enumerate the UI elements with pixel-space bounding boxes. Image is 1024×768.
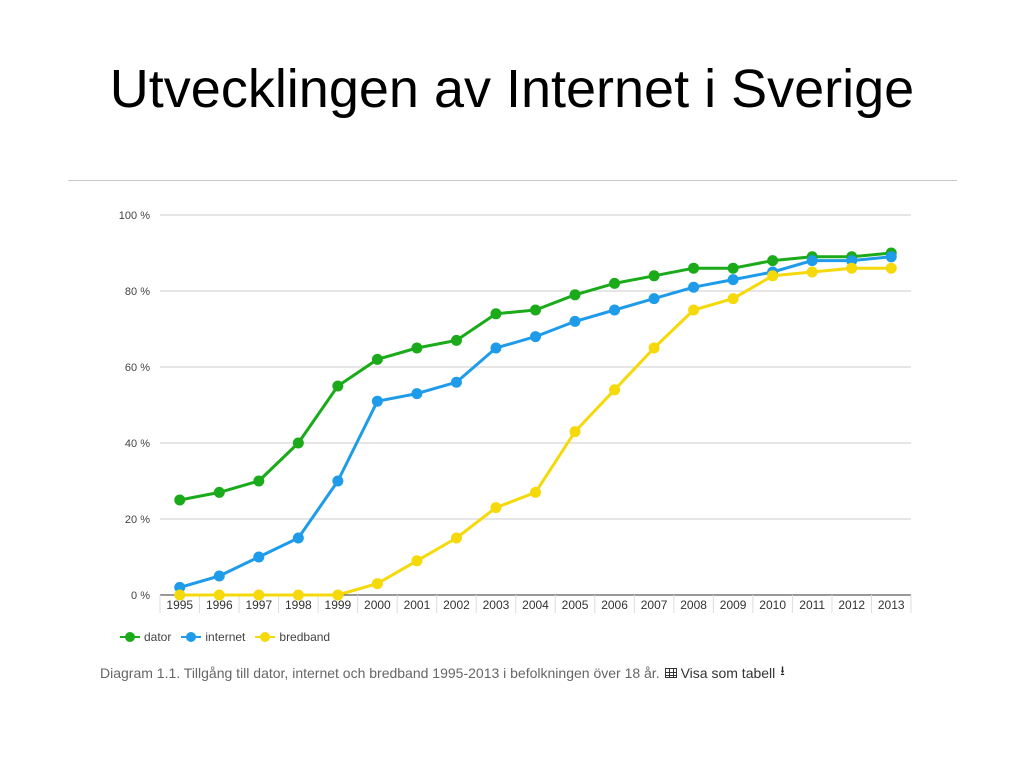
data-point-bredband	[332, 589, 344, 601]
x-tick-label: 2011	[799, 598, 825, 612]
data-point-bredband	[609, 384, 621, 396]
y-tick-label: 40 %	[125, 438, 150, 450]
data-point-dator	[213, 486, 225, 498]
data-point-bredband	[767, 270, 779, 282]
data-point-internet	[648, 293, 660, 305]
x-tick-label: 2006	[601, 598, 628, 612]
data-point-internet	[371, 395, 383, 407]
x-tick-label: 2009	[720, 598, 747, 612]
data-point-internet	[253, 551, 265, 563]
legend-item-dator[interactable]: dator	[120, 630, 171, 644]
x-tick-label: 2012	[838, 598, 865, 612]
data-point-internet	[213, 570, 225, 582]
show-as-table-link[interactable]: Visa som tabell	[664, 665, 776, 681]
y-tick-label: 20 %	[125, 514, 150, 526]
data-point-internet	[688, 281, 700, 293]
data-point-bredband	[885, 262, 897, 274]
data-point-bredband	[292, 589, 304, 601]
x-tick-label: 1997	[245, 598, 272, 612]
x-tick-label: 1998	[285, 598, 312, 612]
y-tick-label: 80 %	[125, 286, 150, 298]
data-point-internet	[846, 255, 858, 267]
data-point-dator	[174, 494, 186, 506]
caption-text: Diagram 1.1. Tillgång till dator, intern…	[100, 665, 660, 681]
x-tick-label: 1995	[166, 598, 193, 612]
legend-swatch-internet	[181, 632, 202, 642]
data-point-bredband	[490, 502, 502, 514]
x-tick-label: 2005	[562, 598, 589, 612]
data-point-bredband	[174, 589, 186, 601]
data-point-bredband	[846, 262, 858, 274]
x-tick-label: 2008	[680, 598, 707, 612]
table-icon	[664, 668, 677, 678]
show-as-table-label: Visa som tabell	[680, 665, 776, 681]
data-point-dator	[490, 308, 502, 320]
data-point-dator	[253, 475, 265, 487]
data-point-bredband	[371, 578, 383, 590]
data-point-internet	[450, 376, 462, 388]
data-point-dator	[688, 262, 700, 274]
legend-label-bredband: bredband	[279, 630, 331, 644]
x-tick-label: 2002	[443, 598, 470, 612]
data-point-dator	[371, 353, 383, 365]
data-point-bredband	[411, 555, 423, 567]
y-tick-label: 60 %	[125, 362, 150, 374]
data-point-internet	[174, 581, 186, 593]
data-point-dator	[530, 304, 541, 316]
legend-swatch-bredband	[255, 632, 276, 642]
x-tick-label: 2004	[522, 598, 549, 612]
legend-label-internet: internet	[205, 630, 246, 644]
data-point-internet	[490, 342, 502, 354]
x-tick-label: 2001	[404, 598, 431, 612]
data-point-dator	[332, 380, 344, 392]
data-point-internet	[609, 304, 621, 316]
legend-item-internet[interactable]: internet	[181, 630, 245, 644]
data-point-internet	[411, 388, 423, 400]
data-point-bredband	[648, 342, 660, 354]
y-tick-label: 0 %	[131, 590, 150, 602]
legend-label-dator: dator	[144, 630, 172, 644]
data-point-dator	[727, 262, 739, 274]
data-point-internet	[292, 532, 304, 544]
data-point-internet	[569, 315, 581, 327]
slide-title: Utvecklingen av Internet i Sverige	[109, 59, 915, 119]
data-point-bredband	[569, 426, 581, 438]
data-point-dator	[411, 342, 423, 354]
data-point-internet	[806, 255, 818, 267]
series-line-dator	[179, 251, 892, 502]
data-point-dator	[648, 270, 660, 282]
data-point-internet	[530, 331, 541, 343]
chart-caption: Diagram 1.1. Tillgång till dator, intern…	[100, 662, 785, 684]
x-tick-label: 1999	[325, 598, 352, 612]
legend-item-bredband[interactable]: bredband	[255, 630, 330, 644]
data-point-bredband	[727, 293, 739, 305]
data-point-internet	[885, 251, 897, 263]
data-point-bredband	[450, 532, 462, 544]
x-tick-label: 2000	[364, 598, 391, 612]
x-tick-label: 1996	[206, 598, 233, 612]
download-icon[interactable]: ⭳	[780, 663, 785, 678]
data-point-bredband	[688, 304, 700, 316]
x-tick-label: 2013	[878, 598, 905, 612]
data-point-dator	[767, 255, 779, 267]
x-tick-label: 2010	[759, 598, 786, 612]
data-point-internet	[332, 475, 344, 487]
data-point-bredband	[253, 589, 265, 601]
x-tick-label: 2003	[483, 598, 510, 612]
x-tick-label: 2007	[641, 598, 668, 612]
data-point-bredband	[213, 589, 225, 601]
title-divider	[68, 180, 957, 181]
chart-legend: dator internet bredband	[120, 630, 330, 644]
series-line-bredband	[179, 266, 892, 597]
data-point-dator	[569, 289, 581, 301]
legend-swatch-dator	[120, 632, 140, 642]
data-point-bredband	[806, 266, 818, 278]
data-point-bredband	[530, 486, 541, 498]
data-point-internet	[727, 274, 739, 286]
data-point-dator	[450, 334, 462, 346]
data-point-dator	[292, 437, 304, 449]
y-tick-label: 100 %	[119, 210, 150, 222]
data-point-dator	[609, 277, 621, 289]
